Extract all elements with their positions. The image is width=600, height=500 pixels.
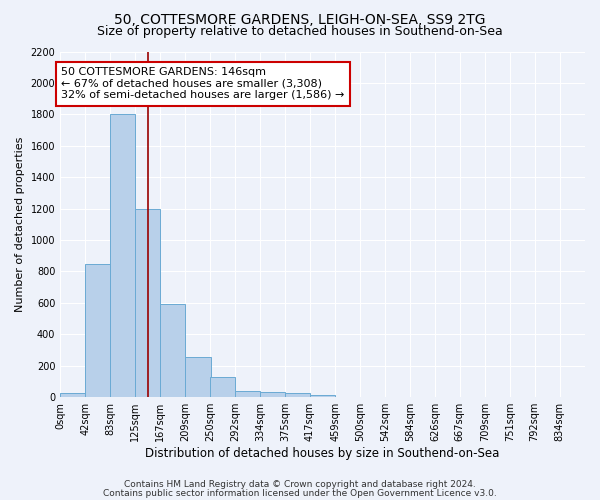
- Bar: [235, 391, 260, 397]
- Bar: [310, 395, 335, 397]
- Text: Size of property relative to detached houses in Southend-on-Sea: Size of property relative to detached ho…: [97, 25, 503, 38]
- Y-axis label: Number of detached properties: Number of detached properties: [15, 136, 25, 312]
- Bar: [185, 357, 211, 397]
- Bar: [110, 114, 135, 397]
- Text: Contains public sector information licensed under the Open Government Licence v3: Contains public sector information licen…: [103, 488, 497, 498]
- X-axis label: Distribution of detached houses by size in Southend-on-Sea: Distribution of detached houses by size …: [145, 447, 500, 460]
- Text: 50, COTTESMORE GARDENS, LEIGH-ON-SEA, SS9 2TG: 50, COTTESMORE GARDENS, LEIGH-ON-SEA, SS…: [114, 12, 486, 26]
- Text: Contains HM Land Registry data © Crown copyright and database right 2024.: Contains HM Land Registry data © Crown c…: [124, 480, 476, 489]
- Bar: [160, 304, 185, 397]
- Bar: [135, 208, 160, 397]
- Bar: [60, 394, 85, 397]
- Bar: [260, 392, 286, 397]
- Bar: [85, 264, 110, 397]
- Text: 50 COTTESMORE GARDENS: 146sqm
← 67% of detached houses are smaller (3,308)
32% o: 50 COTTESMORE GARDENS: 146sqm ← 67% of d…: [61, 67, 345, 100]
- Bar: [210, 377, 235, 397]
- Bar: [285, 394, 310, 397]
